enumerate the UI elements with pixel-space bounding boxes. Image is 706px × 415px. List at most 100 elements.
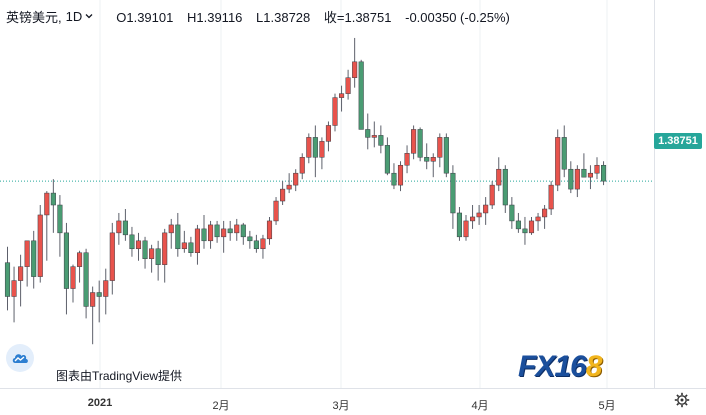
candle-body [90,292,96,307]
candle-body [515,220,521,230]
candle [365,113,371,150]
candle [24,240,30,287]
candle [306,133,312,164]
candle [535,212,541,231]
candle-body [129,234,135,250]
candle [188,236,194,257]
candle [162,228,168,283]
candle [404,145,410,174]
candle-body [352,61,358,78]
candle-body [555,137,561,186]
candle [201,214,207,249]
last-price-tag: 1.38751 [654,133,702,149]
symbol-label[interactable]: 英镑美元, [6,9,62,25]
candle [260,234,266,259]
candle [214,220,220,243]
candle [371,121,377,148]
candle [194,224,200,265]
candle [528,216,535,235]
candle [181,230,187,253]
candle [391,163,397,190]
candle [37,205,43,283]
candle [509,197,515,229]
candle-body [227,228,233,234]
candle [358,59,364,130]
candle-body [483,204,489,214]
candle [96,280,102,323]
candle [103,268,109,315]
candle [502,165,508,213]
candle [293,169,299,192]
candle [450,165,456,229]
candle [234,218,240,241]
candle-body [312,137,318,158]
fx168-watermark: FX168 [518,350,603,384]
candle-body [50,192,56,206]
candle [319,137,325,170]
candle [31,230,37,289]
candle-body [371,135,377,138]
candle [352,37,358,88]
candle [50,179,56,233]
watermark-accent: 8 [585,350,603,383]
candle-body [561,137,567,170]
candle [417,127,423,162]
candle [463,214,469,241]
candle-body [397,164,404,186]
candle-body [391,172,397,186]
candle-body [103,280,109,297]
candle-body [528,220,535,234]
timeframe-label[interactable]: 1D [65,8,83,24]
chevron-down-icon[interactable] [84,11,94,21]
candle [18,254,24,307]
candle-body [443,137,449,174]
time-tick-feb: 2月 [212,400,230,412]
candle-body [188,242,194,253]
tradingview-credit[interactable]: 图表由TradingView提供 [56,369,183,383]
candle-body [437,137,443,158]
price-axis-divider [654,0,655,388]
time-tick-mar: 3月 [332,400,350,412]
candle-body [260,238,266,250]
candle [227,220,233,241]
candle [339,85,345,112]
candle-body [162,232,168,265]
legend-bar: 英镑美元, 1D O1.39101 H1.39116 L1.38728 收=1.… [6,6,520,26]
candle-body [502,168,508,206]
candle [581,153,587,178]
candle-body [83,252,89,307]
candle-body [240,224,246,238]
candle [168,218,174,249]
candle [11,266,17,323]
candle-body [70,266,76,289]
time-axis[interactable]: 2021 2月 3月 4月 5月 [0,388,706,415]
candle [129,226,135,257]
candle [221,220,227,253]
gear-icon[interactable] [674,392,690,408]
candle [476,205,482,225]
candle-body [31,240,37,277]
candle-body [293,172,299,186]
candle [378,125,384,154]
tradingview-cloud-icon[interactable] [6,344,34,372]
close-value: 收=1.38751 [323,9,392,25]
candle [135,232,142,261]
candle [57,195,63,257]
low-value: L1.38728 [256,9,311,25]
candle-body [142,240,148,259]
candle-body [253,240,259,250]
candle [325,121,331,152]
candle-body [77,252,83,267]
candle [149,244,155,273]
candle [155,240,161,281]
candle [594,157,600,180]
candle-body [221,228,227,238]
candle-body [535,216,541,222]
candle-body [280,188,286,202]
candle-body [476,212,482,218]
candle [247,230,253,249]
candle [470,205,476,229]
candle-body [489,184,495,206]
